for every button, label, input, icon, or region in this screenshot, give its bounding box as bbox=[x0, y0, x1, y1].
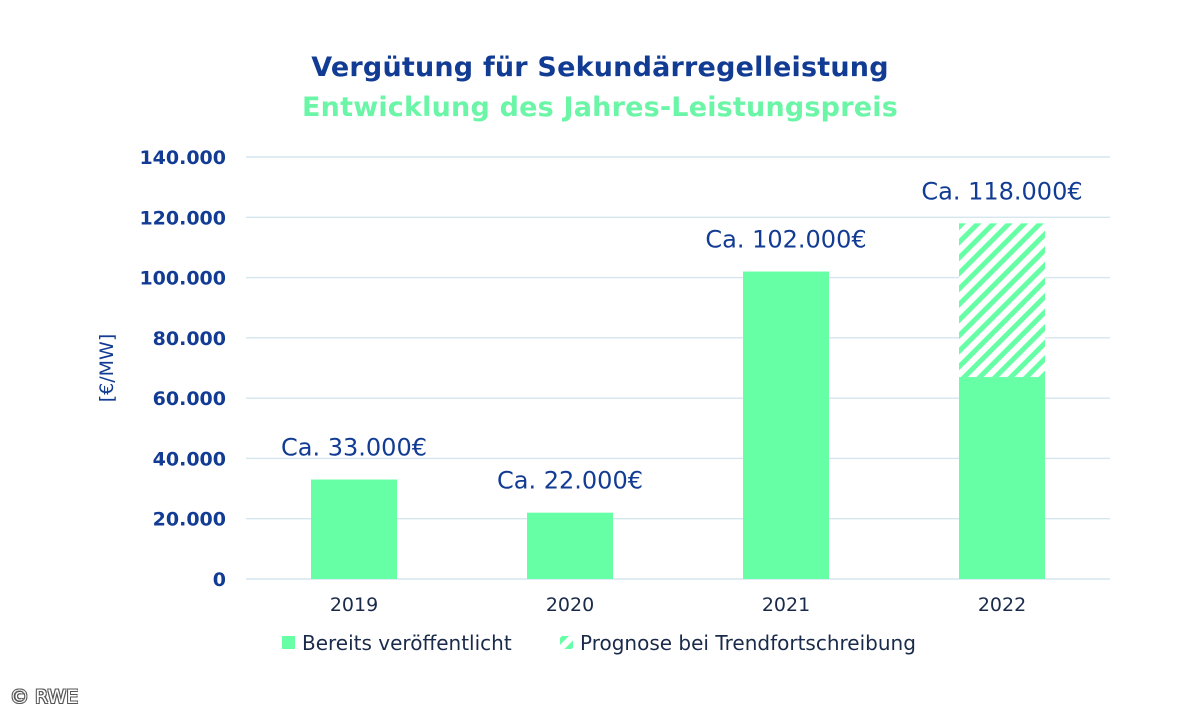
data-label: Ca. 33.000€ bbox=[281, 434, 427, 462]
y-tick-label: 120.000 bbox=[139, 207, 226, 229]
data-label: Ca. 102.000€ bbox=[705, 226, 866, 254]
bar-forecast bbox=[959, 223, 1045, 378]
y-tick-label: 140.000 bbox=[139, 147, 226, 169]
bar-published bbox=[527, 512, 613, 579]
y-axis-label: [€/MW] bbox=[96, 334, 118, 403]
y-tick-label: 40.000 bbox=[153, 448, 226, 470]
y-tick-label: 80.000 bbox=[153, 328, 226, 350]
bar-published bbox=[959, 377, 1045, 579]
legend-label-published: Bereits veröffentlicht bbox=[302, 631, 512, 655]
copyright-notice: © RWE bbox=[10, 686, 79, 708]
chart-subtitle: Entwicklung des Jahres-Leistungspreis bbox=[302, 92, 898, 123]
x-tick-label: 2022 bbox=[978, 594, 1026, 616]
bar-published bbox=[743, 271, 829, 579]
data-label: Ca. 118.000€ bbox=[921, 177, 1082, 205]
y-tick-label: 0 bbox=[213, 569, 226, 591]
bar-published bbox=[311, 479, 397, 579]
chart-title: Vergütung für Sekundärregelleistung bbox=[311, 52, 889, 83]
data-label: Ca. 22.000€ bbox=[497, 467, 643, 495]
y-tick-label: 20.000 bbox=[153, 509, 226, 531]
x-tick-label: 2020 bbox=[546, 594, 594, 616]
legend-swatch-forecast bbox=[560, 636, 573, 649]
y-tick-label: 100.000 bbox=[139, 268, 226, 290]
x-tick-label: 2021 bbox=[762, 594, 810, 616]
legend-swatch-published bbox=[282, 636, 295, 649]
y-tick-label: 60.000 bbox=[153, 388, 226, 410]
legend-label-forecast: Prognose bei Trendfortschreibung bbox=[580, 631, 916, 655]
x-tick-label: 2019 bbox=[330, 594, 378, 616]
